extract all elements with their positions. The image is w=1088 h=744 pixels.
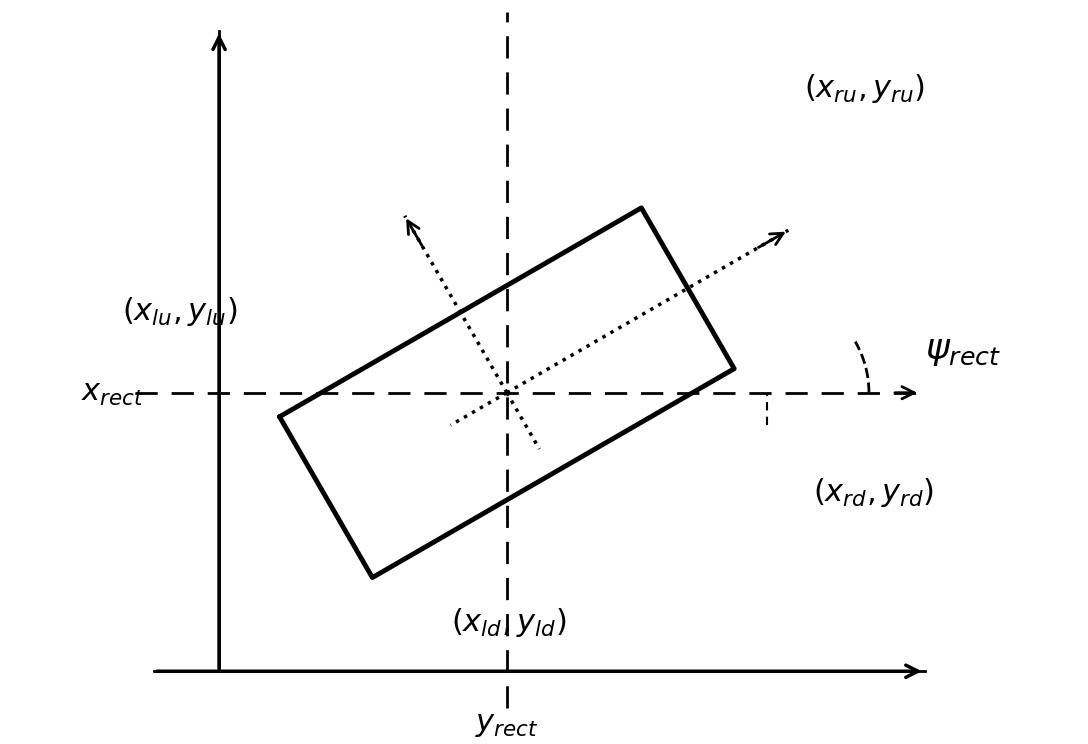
Text: $(x_{rd},y_{rd})$: $(x_{rd},y_{rd})$ <box>813 476 935 510</box>
Text: $x_{rect}$: $x_{rect}$ <box>82 377 145 408</box>
Text: $\psi_{rect}$: $\psi_{rect}$ <box>925 334 1001 368</box>
Text: $(x_{lu},y_{lu})$: $(x_{lu},y_{lu})$ <box>122 295 237 327</box>
Text: $(x_{ld},y_{ld})$: $(x_{ld},y_{ld})$ <box>452 606 567 639</box>
Text: $(x_{ru},y_{ru})$: $(x_{ru},y_{ru})$ <box>804 72 925 105</box>
Text: $y_{rect}$: $y_{rect}$ <box>475 708 539 740</box>
